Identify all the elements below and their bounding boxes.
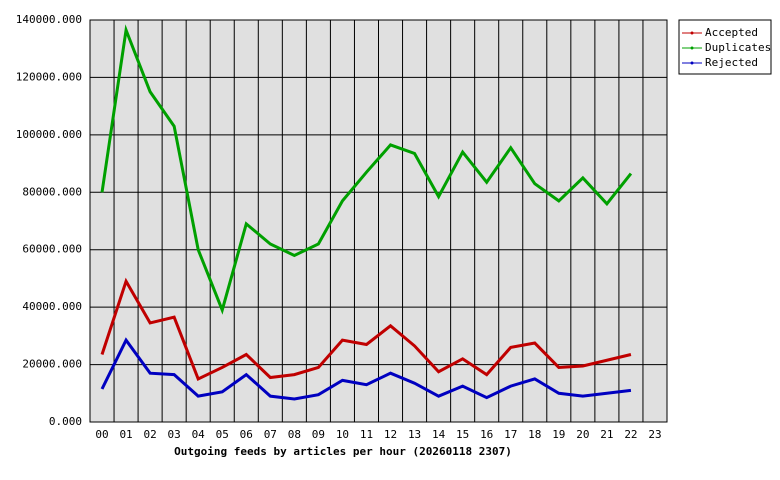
x-tick-label: 06 xyxy=(240,428,253,441)
x-tick-label: 14 xyxy=(432,428,446,441)
x-tick-label: 18 xyxy=(528,428,541,441)
y-tick-label: 20000.000 xyxy=(22,358,82,371)
legend-label: Rejected xyxy=(705,56,758,69)
x-tick-label: 01 xyxy=(119,428,132,441)
x-tick-label: 20 xyxy=(576,428,589,441)
x-tick-label: 23 xyxy=(648,428,661,441)
series-line xyxy=(100,24,633,315)
x-tick-label: 05 xyxy=(216,428,229,441)
x-tick-label: 16 xyxy=(480,428,493,441)
x-tick-label: 22 xyxy=(624,428,637,441)
x-tick-label: 15 xyxy=(456,428,469,441)
x-tick-label: 21 xyxy=(600,428,613,441)
x-tick-label: 03 xyxy=(168,428,181,441)
x-tick-label: 02 xyxy=(143,428,156,441)
y-tick-label: 0.000 xyxy=(49,415,82,428)
y-tick-label: 40000.000 xyxy=(22,300,82,313)
legend-label: Accepted xyxy=(705,26,758,39)
x-tick-label: 13 xyxy=(408,428,421,441)
legend-marker xyxy=(690,46,694,50)
x-tick-label: 17 xyxy=(504,428,517,441)
legend-marker xyxy=(690,61,694,65)
y-tick-label: 80000.000 xyxy=(22,185,82,198)
chart-title: Outgoing feeds by articles per hour (202… xyxy=(174,445,512,458)
legend-marker xyxy=(690,31,694,35)
y-tick-label: 60000.000 xyxy=(22,243,82,256)
x-tick-label: 11 xyxy=(360,428,373,441)
x-tick-label: 09 xyxy=(312,428,325,441)
legend-label: Duplicates xyxy=(705,41,771,54)
series-line xyxy=(100,277,632,381)
x-tick-label: 10 xyxy=(336,428,349,441)
x-tick-label: 00 xyxy=(95,428,108,441)
y-tick-label: 100000.000 xyxy=(16,128,82,141)
x-tick-label: 07 xyxy=(264,428,277,441)
x-tick-label: 12 xyxy=(384,428,397,441)
x-tick-label: 19 xyxy=(552,428,565,441)
series-line xyxy=(100,337,632,401)
y-tick-label: 140000.000 xyxy=(16,13,82,26)
y-tick-label: 120000.000 xyxy=(16,70,82,83)
legend xyxy=(678,19,772,75)
x-tick-label: 04 xyxy=(192,428,206,441)
x-tick-label: 08 xyxy=(288,428,301,441)
